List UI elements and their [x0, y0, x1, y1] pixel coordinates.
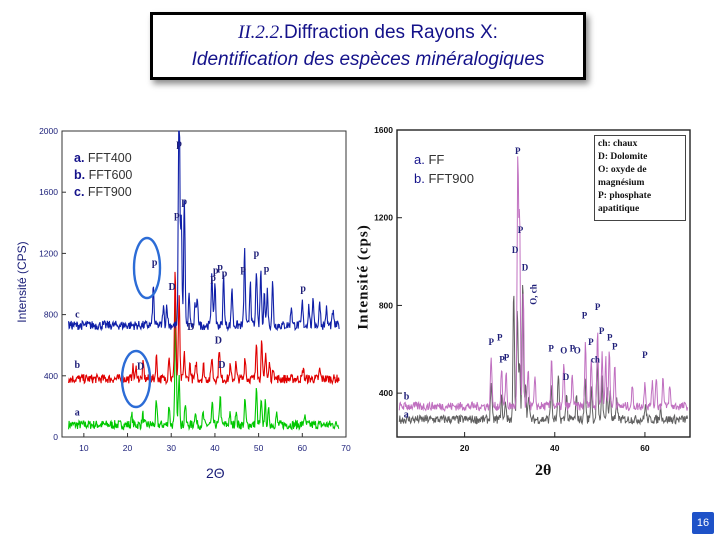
- title-text: Diffraction des Rayons X:: [283, 22, 498, 43]
- left-peak-label: D: [218, 360, 225, 371]
- right-peak-label: P: [488, 337, 494, 347]
- right-legend-item: a. FF: [414, 152, 445, 167]
- left-series-a: [68, 305, 340, 431]
- right-peak-label: D: [512, 245, 519, 255]
- right-peak-label: P: [599, 326, 605, 336]
- left-legend-item: c. FFT900: [74, 185, 132, 199]
- left-peak-label: D: [168, 282, 175, 293]
- highlight-circle-apatite: [132, 236, 162, 300]
- left-x-tick-label: 60: [298, 443, 308, 453]
- left-peak-label: p: [213, 265, 219, 276]
- right-y-tick-label: 400: [379, 388, 393, 398]
- right-peak-label: O: [560, 346, 567, 356]
- left-series-b: [68, 271, 340, 386]
- left-y-tick-label: 2000: [39, 126, 58, 136]
- right-x-tick-label: 60: [640, 443, 650, 453]
- left-y-tick-label: 1200: [39, 248, 58, 258]
- left-legend: a. FFT400 b. FFT600 c. FFT900: [74, 150, 132, 201]
- left-peak-label: p: [264, 264, 270, 275]
- left-x-tick-label: 40: [210, 443, 220, 453]
- left-x-tick-label: 10: [79, 443, 89, 453]
- mineral-key: ch: chaux D: Dolomite O: oxyde de magnés…: [594, 135, 686, 221]
- right-x-tick-label: 20: [460, 443, 470, 453]
- mineral-key-item: D: Dolomite: [598, 152, 648, 162]
- right-peak-label: ch: [591, 354, 600, 364]
- right-series-b: [398, 156, 689, 413]
- right-peak-label: P: [499, 354, 505, 364]
- slide-title: II.2.2.Diffraction des Rayons X:: [238, 19, 498, 46]
- left-x-tick-label: 20: [123, 443, 133, 453]
- left-y-tick-label: 400: [44, 371, 58, 381]
- left-plot-frame: [61, 130, 347, 438]
- right-legend: a. FF b. FFT900: [414, 150, 474, 188]
- right-peak-label: P: [612, 341, 618, 351]
- right-peak-label: P: [595, 302, 601, 312]
- right-peak-label: O: [574, 346, 581, 356]
- slide-subtitle: Identification des espèces minéralogique…: [191, 49, 545, 70]
- right-peak-label: P: [518, 225, 524, 235]
- left-peak-label: p: [300, 284, 306, 295]
- right-peak-label: P: [515, 146, 521, 156]
- right-y-tick-label: 1600: [374, 125, 393, 135]
- left-peak-label-highlight: D: [137, 362, 144, 373]
- right-series-a: [398, 284, 689, 426]
- left-peak-label: p: [254, 248, 260, 259]
- left-x-axis-label: 2Θ: [206, 465, 225, 481]
- left-legend-item: a. FFT400: [74, 151, 132, 165]
- left-y-tick-label: 1600: [39, 187, 58, 197]
- left-legend-item: b. FFT600: [74, 168, 133, 182]
- right-x-tick-label: 40: [550, 443, 560, 453]
- left-peak-label: p: [222, 268, 228, 279]
- right-peak-label: P: [588, 337, 594, 347]
- right-peak-label: P: [570, 343, 576, 353]
- left-y-tick-label: 0: [53, 432, 58, 442]
- right-curve-label-b: b: [404, 392, 410, 403]
- right-peak-label: D: [563, 372, 570, 382]
- mineral-key-item: O: oxyde de magnésium: [598, 165, 647, 188]
- right-peak-label: P: [504, 352, 510, 362]
- right-x-axis-label: 2θ: [535, 462, 552, 479]
- right-legend-item: b. FFT900: [414, 171, 474, 186]
- slide-title-box: II.2.2.Diffraction des Rayons X: Identif…: [150, 12, 586, 80]
- right-y-axis-label: Intensité (cps): [355, 224, 372, 330]
- left-series-c: [68, 130, 340, 332]
- left-y-axis-label: Intensité (CPS): [15, 241, 29, 323]
- left-x-tick-label: 70: [341, 443, 351, 453]
- right-peak-label: P: [548, 343, 554, 353]
- left-curve-label-c: c: [75, 310, 80, 321]
- right-peak-label: P: [642, 350, 648, 360]
- left-peak-label: p: [210, 273, 216, 284]
- right-peak-label: P: [582, 311, 588, 321]
- right-y-tick-label: 1200: [374, 213, 393, 223]
- right-peak-label: D: [522, 262, 529, 272]
- right-plot-frame: [396, 129, 691, 438]
- highlight-circle-dolomite: [120, 349, 152, 409]
- title-number: II.2.2.: [238, 22, 284, 43]
- left-peak-label: p: [174, 210, 180, 221]
- right-peak-label: P: [497, 333, 503, 343]
- left-x-tick-label: 30: [166, 443, 176, 453]
- left-peak-label: p: [217, 262, 223, 273]
- left-peak-label: D: [187, 322, 194, 333]
- right-curve-label-a: a: [404, 409, 409, 420]
- left-curve-label-a: a: [75, 408, 80, 419]
- right-peak-label: O, ch: [529, 284, 539, 305]
- left-peak-label: D: [215, 336, 222, 347]
- right-peak-label: P: [607, 333, 613, 343]
- left-x-tick-label: 50: [254, 443, 264, 453]
- page-number: 16: [692, 512, 714, 534]
- left-y-tick-label: 800: [44, 310, 58, 320]
- left-peak-label: p: [241, 264, 247, 275]
- left-peak-label: p: [182, 196, 188, 207]
- left-peak-label: p: [176, 138, 182, 149]
- mineral-key-item: P: phosphate apatitique: [598, 191, 652, 214]
- left-peak-label-highlight: p: [152, 258, 158, 269]
- left-curve-label-b: b: [75, 360, 81, 371]
- mineral-key-item: ch: chaux: [598, 139, 638, 149]
- right-y-tick-label: 800: [379, 300, 393, 310]
